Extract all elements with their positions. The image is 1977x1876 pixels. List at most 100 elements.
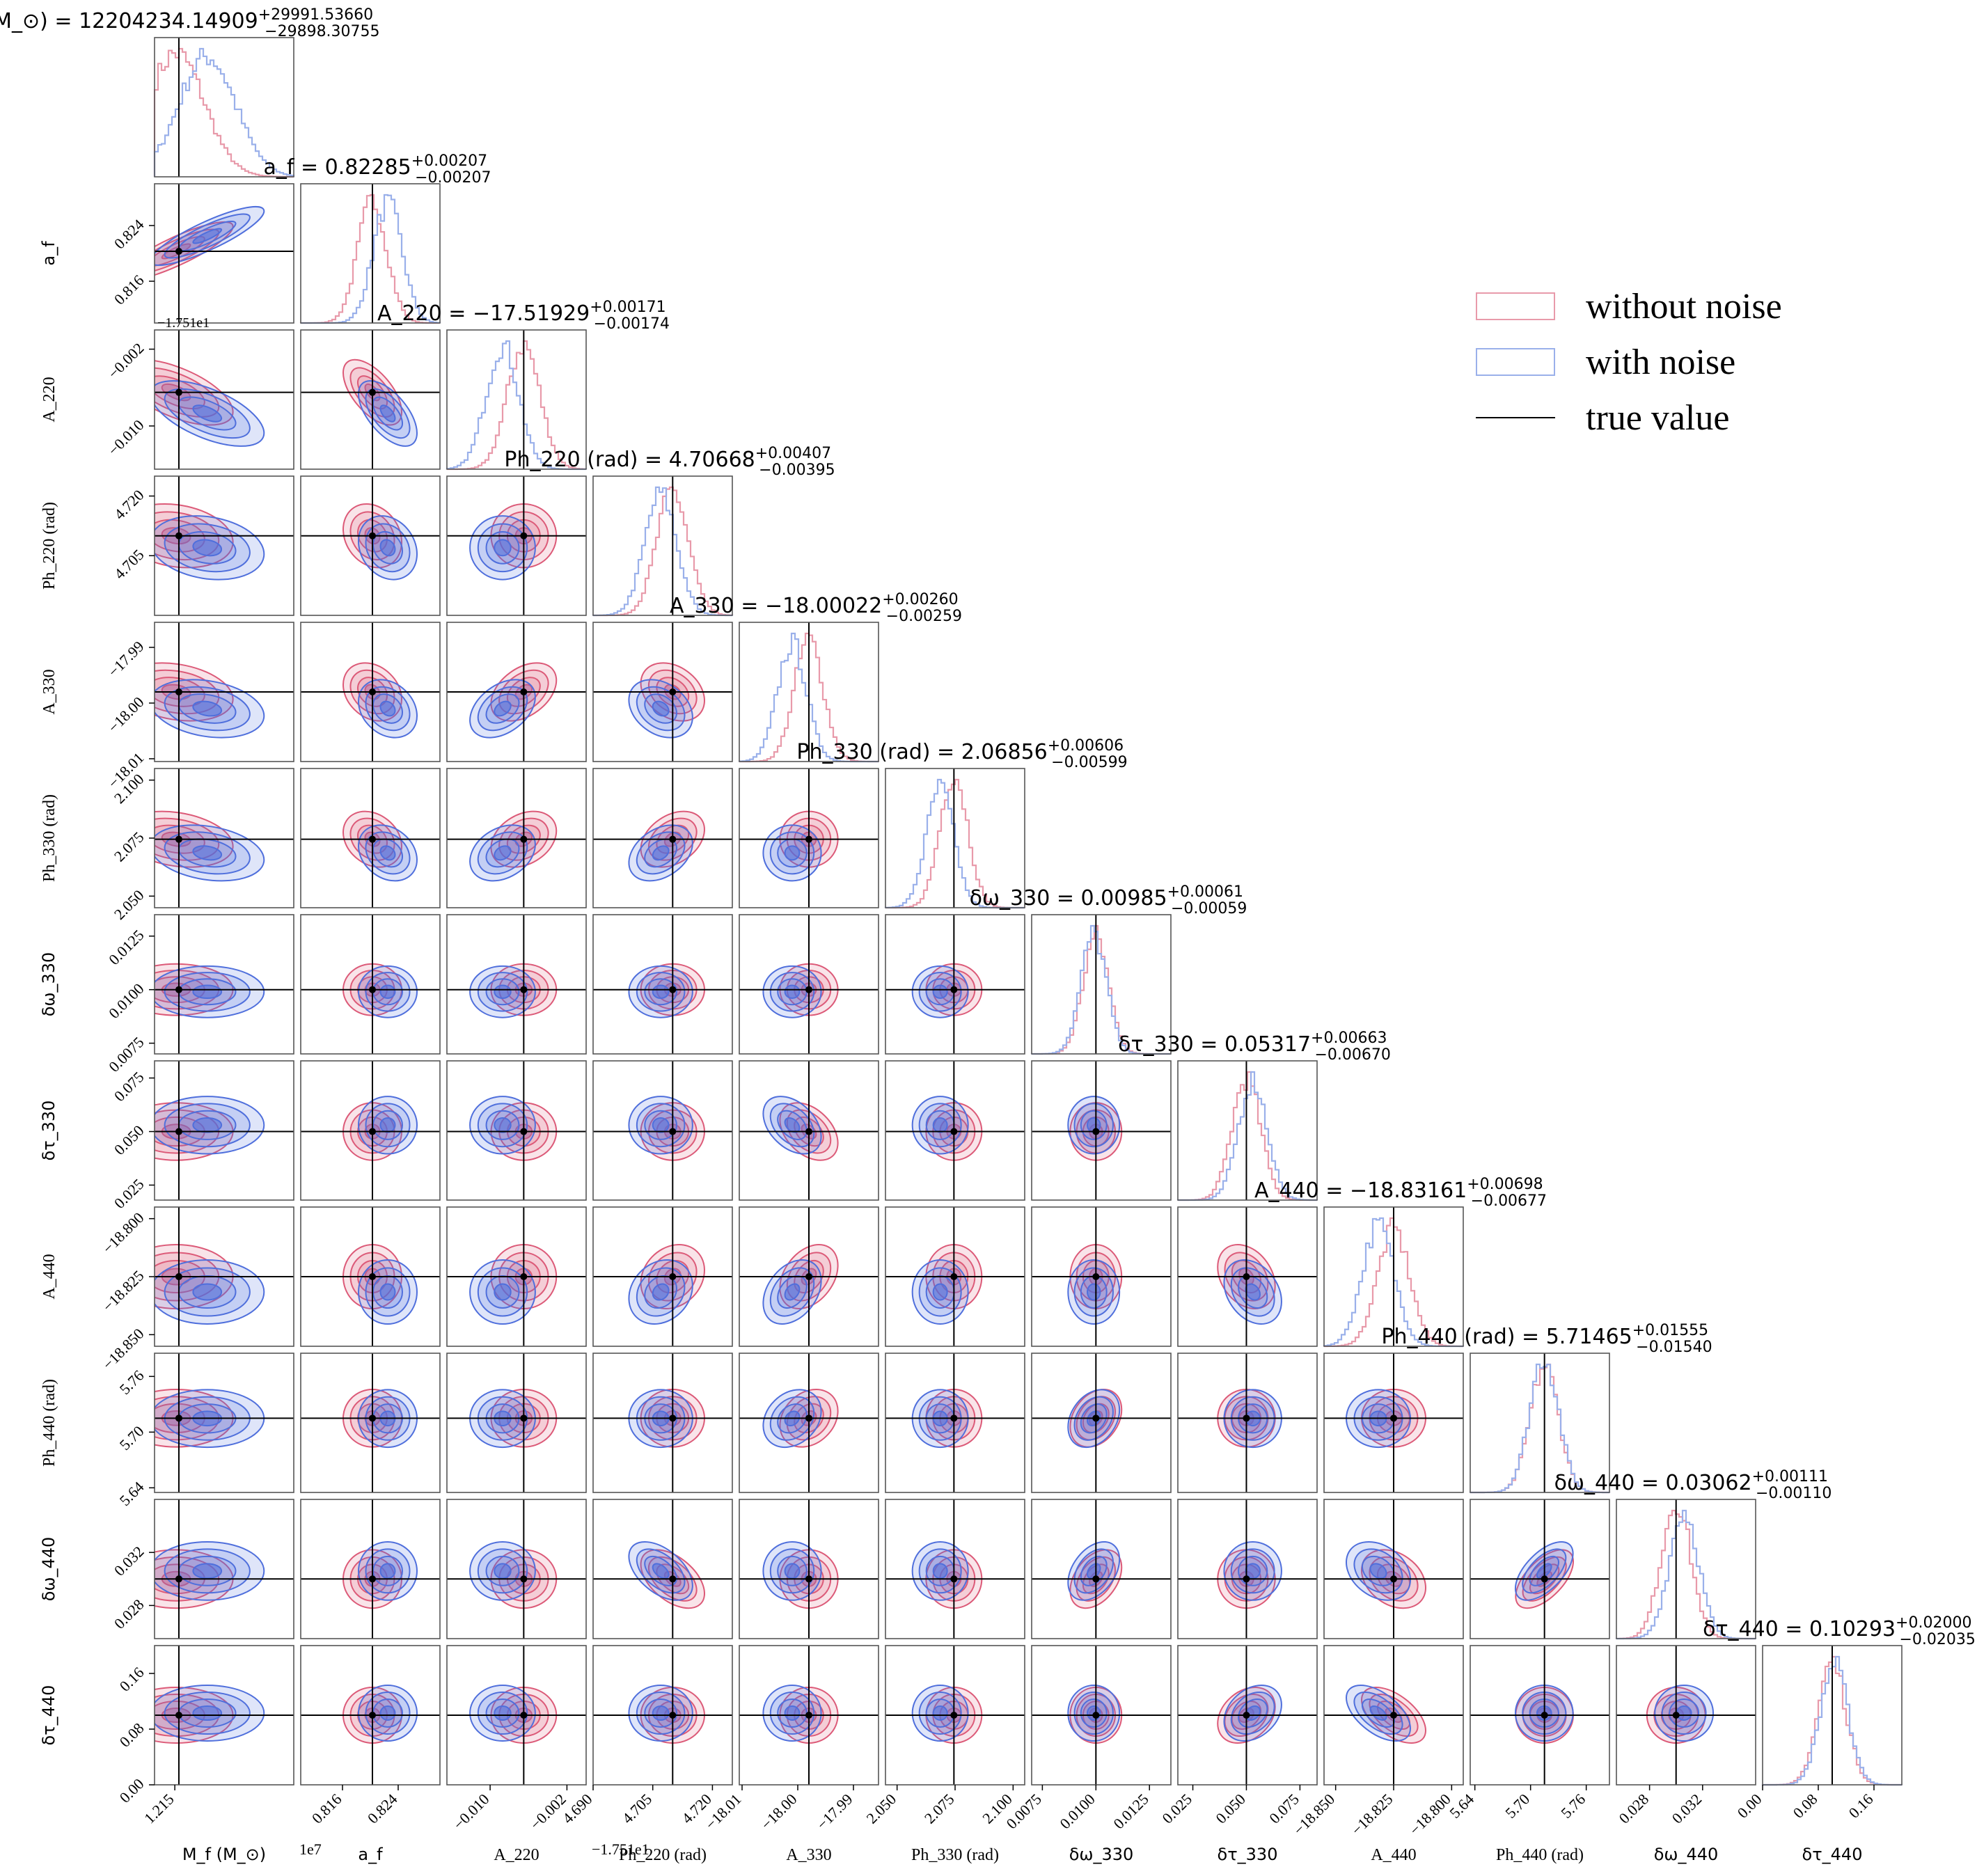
panel-frame [739,1060,879,1201]
truth-marker-Ph220-dt330 [669,1128,677,1135]
truth-marker-dw330-A440 [1092,1273,1100,1280]
truth-marker-Ph330-Ph440 [950,1414,958,1422]
panel-frame [1470,1499,1610,1639]
truth-marker-af-dt330 [369,1128,376,1135]
contours-dt330-A440 [1217,1244,1282,1325]
truth-marker-af-Ph330 [369,835,376,843]
title-value-Ph330: 2.06856 [961,740,1048,764]
x-tick-label-A330: −18.00 [757,1790,800,1833]
panel-frame [592,1060,733,1201]
y-tick-label-A220: −0.010 [104,416,147,459]
contour-with-noise-A220-dw330 [494,984,512,1000]
contour-with-noise-dt330-A440 [1245,1283,1261,1301]
panel-Ph330-A440 [885,1206,1025,1347]
contours-A330-dt440 [762,1685,839,1744]
x-axis-label-af: a_f [358,1845,383,1864]
panel-af-Ph330 [300,768,441,908]
diag-title-af: a_f = 0.82285+0.00207 −0.00207 [263,152,491,187]
panel-dw330-A440 [1031,1206,1172,1347]
truth-marker-Ph220-Ph440 [669,1414,677,1422]
panel-frame [154,1353,294,1493]
contours-A220-dt440 [469,1685,558,1744]
panel-frame [300,768,441,908]
contours-Ph220-A440 [628,1243,706,1325]
panel-frame [1031,1353,1172,1493]
title-text-dw440: δω_440 = 0.03062+0.00111 −0.00110 [1554,1468,1832,1502]
contour-with-noise-af-dw330 [379,984,396,1000]
diag-title-Mf: M_f (M_⊙) = 12204234.14909+29991.53660−2… [0,6,380,40]
contour-with-noise-Ph330-dw330 [932,984,948,1000]
contours-A330-Ph330 [762,810,839,882]
x-axis-label-Ph220: Ph_220 (rad) [619,1846,707,1864]
truth-marker-Ph220-dw440 [669,1575,677,1583]
truth-marker-A440-Ph440 [1390,1414,1397,1422]
x-axis-label-dw330: δω_330 [1069,1845,1134,1864]
panel-A220-dw440 [446,1499,587,1639]
panel-af-A220 [300,329,441,470]
panel-af-Ph440 [300,1353,441,1493]
contour-with-noise-A220-dt330 [494,1117,512,1133]
title-minus-dw330: −0.00059 [1171,900,1247,917]
x-axis-label-A330: A_330 [786,1846,831,1864]
title-text-A330: A_330 = −18.00022+0.00260 −0.00259 [670,591,962,625]
title-text-Ph330: Ph_330 (rad) = 2.06856+0.00606 −0.00599 [796,737,1127,771]
x-tick-label-A440: −18.800 [1406,1790,1454,1838]
panel-frame [1031,1499,1172,1639]
contour-with-noise-af-dt330 [379,1117,396,1133]
contour-with-noise-Ph220-dw330 [652,984,670,1000]
truth-marker-af-Ph440 [369,1414,376,1422]
contours-A220-A440 [469,1244,558,1325]
contour-with-noise-af-A220 [379,404,396,423]
title-plus-Ph220: +0.00407 [755,445,831,462]
legend-swatch-without-noise [1476,292,1555,320]
truth-marker-A330-dt440 [805,1712,812,1719]
contours-A330-dw330 [762,963,839,1018]
title-label-A330: A_330 = [670,594,765,618]
panel-frame [1323,1353,1464,1493]
title-text-Mf: M_f (M_⊙) = 12204234.14909+29991.53660−2… [0,6,380,40]
panel-A220-A440 [446,1206,587,1347]
title-label-dw440: δω_440 = [1554,1471,1666,1495]
contour-with-noise-Mf-A220 [192,404,223,423]
title-minus-Ph330: −0.00599 [1051,754,1127,771]
contour-with-noise-af-A440 [379,1283,396,1301]
title-text-dt330: δτ_330 = 0.05317+0.00663 −0.00670 [1118,1030,1391,1064]
title-minus-dt330: −0.00670 [1314,1046,1390,1064]
panel-Mf-A440: −18.850 −18.825 −18.800 A_440 [40,1206,294,1373]
panel-A440-A440 [1323,1206,1465,1348]
title-text-Ph440: Ph_440 (rad) = 5.71465+0.01555 −0.01540 [1381,1322,1712,1356]
title-label-Ph330: Ph_330 (rad) = [796,740,961,764]
truth-marker-dt330-dt440 [1243,1712,1250,1719]
panel-frame [739,1353,879,1493]
y-axis-label-dw440: δω_440 [39,1537,58,1602]
y-tick-label-dw330: 0.0125 [105,927,147,968]
title-value-Ph220: 4.70668 [669,448,755,472]
x-axis-label-Ph330: Ph_330 (rad) [911,1846,999,1864]
truth-marker-dt330-dw440 [1243,1575,1250,1583]
truth-marker-dw330-dw440 [1092,1575,1100,1583]
contours-af-dt330 [342,1096,418,1161]
title-value-A330: −18.00022 [765,594,882,618]
panel-frame [592,1645,733,1786]
contours-af-A220 [342,358,418,447]
x-tick-label-A220: −0.010 [450,1790,492,1833]
title-plus-Mf: +29991.53660 [258,6,373,24]
panel-Ph440-dw440 [1470,1499,1610,1639]
title-text-A440: A_440 = −18.83161+0.00698 −0.00677 [1254,1176,1547,1210]
histogram-with-noise-Mf [153,47,295,177]
contour-with-noise-A220-dt440 [494,1705,512,1721]
contours-Mf-Ph220 [155,503,265,581]
truth-marker-af-A220 [369,388,376,396]
legend-label-true-value: true value [1586,397,1730,438]
x-offset-label-Mf: 1e7 [299,1840,322,1858]
title-value-dt440: 0.10293 [1809,1617,1896,1641]
panel-af-dw330 [300,914,441,1055]
contours-A330-dt330 [762,1096,839,1161]
contours-af-Ph330 [342,810,418,882]
contours-Ph330-dw330 [911,963,983,1018]
truth-marker-af-Ph220 [369,532,376,539]
panel-frame [885,1206,1025,1347]
panel-frame [592,622,733,762]
panel-frame [1177,1499,1318,1639]
